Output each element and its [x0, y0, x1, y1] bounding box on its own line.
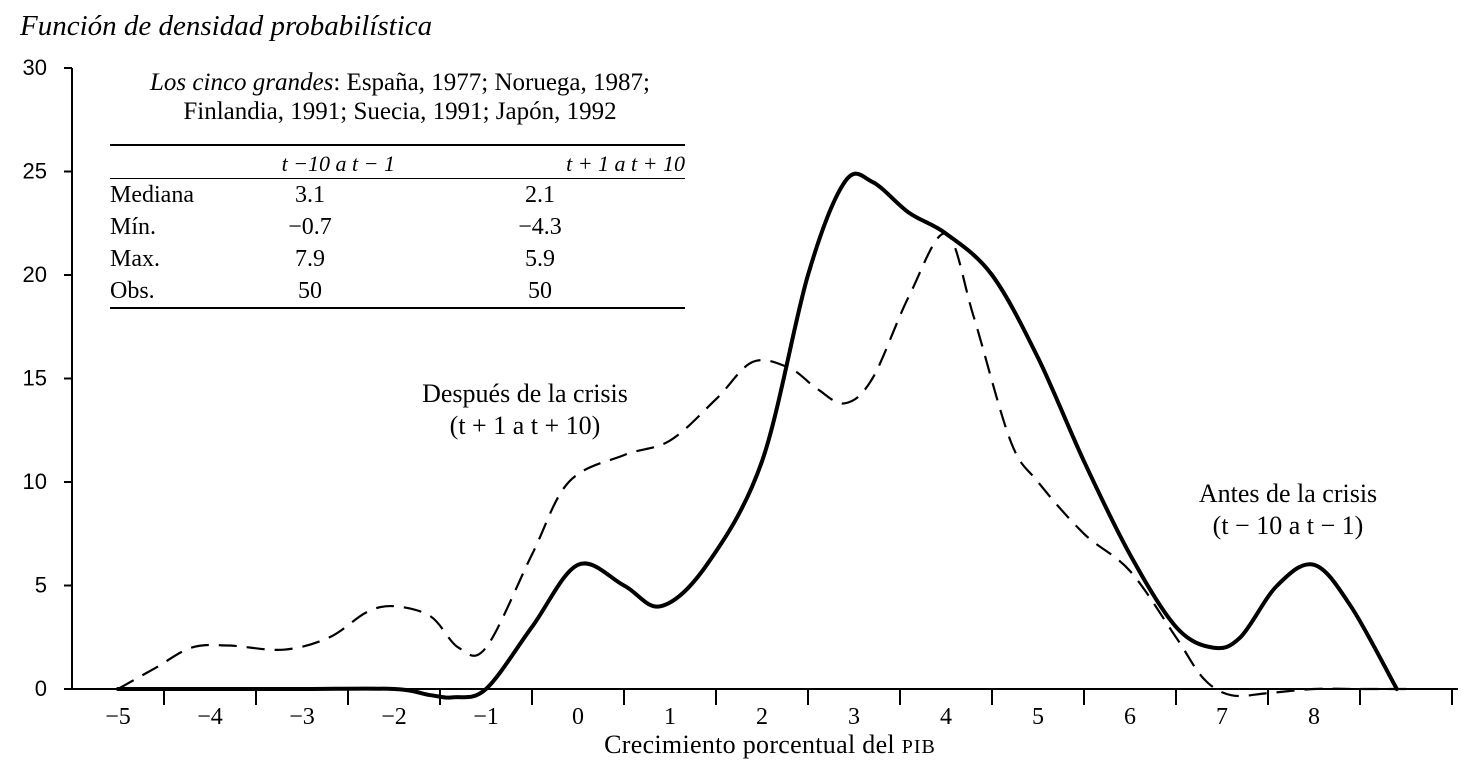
x-tick-label: 7: [1216, 704, 1228, 730]
stats-cell: −4.3: [518, 214, 562, 240]
inset-heading-italic: Los cinco grandes: [150, 69, 334, 96]
inset-heading-line1: : España, 1977; Noruega, 1987;: [333, 69, 650, 96]
stats-cell: 50: [528, 278, 552, 304]
stats-row-obs: Obs. 50 50: [110, 275, 685, 308]
x-tick-label: −2: [381, 704, 407, 730]
y-tick-labels: 0 5 10 15 20 25 30: [23, 55, 47, 701]
annotation-before-line1: Antes de la crisis: [1198, 479, 1378, 508]
inset-heading: Los cinco grandes: España, 1977; Noruega…: [80, 68, 730, 126]
annotation-after-line1: Después de la crisis: [422, 379, 628, 408]
annotation-before-line2: (t − 10 a t − 1): [1212, 511, 1364, 540]
x-axis-label-abbr: PIB: [901, 736, 936, 758]
y-tick-label: 15: [23, 366, 47, 391]
inset-table-box: Los cinco grandes: España, 1977; Noruega…: [80, 68, 730, 308]
stats-row-mediana: Mediana 3.1 2.1: [110, 178, 685, 212]
annotation-before-crisis: Antes de la crisis (t − 10 a t − 1): [1138, 478, 1438, 542]
stats-row-label: Mediana: [110, 182, 194, 208]
stats-table: t −10 a t − 1 t + 1 a t + 10 Mediana 3.1…: [110, 144, 685, 309]
stats-row-label: Max.: [110, 246, 160, 272]
annotation-after-crisis: Después de la crisis (t + 1 a t + 10): [375, 378, 675, 442]
stats-row-label: Mín.: [110, 214, 157, 240]
annotation-after-line2: (t + 1 a t + 10): [449, 411, 601, 440]
y-tick-label: 5: [35, 573, 47, 598]
stats-cell: 5.9: [525, 246, 555, 272]
x-tick-label: −5: [105, 704, 131, 730]
x-tick-label: 6: [1124, 704, 1136, 730]
stats-row-max: Max. 7.9 5.9: [110, 243, 685, 275]
x-tick-labels: −5 −4 −3 −2 −1 0 1 2 3 4 5 6 7 8: [105, 704, 1320, 730]
x-tick-label: 2: [756, 704, 768, 730]
x-tick-label: 8: [1308, 704, 1320, 730]
stats-cell: 3.1: [295, 182, 325, 208]
stats-row-label: Obs.: [110, 278, 155, 304]
series-after-crisis-line: [117, 232, 1406, 698]
x-tick-label: 5: [1032, 704, 1044, 730]
inset-heading-line2: Finlandia, 1991; Suecia, 1991; Japón, 19…: [183, 98, 617, 125]
y-tick-label: 30: [23, 55, 47, 80]
y-tick-label: 20: [23, 262, 47, 287]
y-tick-label: 25: [23, 159, 47, 184]
y-tick-label: 0: [35, 676, 47, 701]
x-tick-label: 3: [848, 704, 860, 730]
x-axis-label: Crecimiento porcentual del PIB: [520, 730, 1020, 760]
stats-col-0: [110, 145, 225, 179]
stats-col-after: t + 1 a t + 10: [566, 151, 685, 176]
x-tick-label: −4: [197, 704, 223, 730]
x-tick-label: −3: [289, 704, 315, 730]
x-tick-label: −1: [473, 704, 499, 730]
stats-header-row: t −10 a t − 1 t + 1 a t + 10: [110, 145, 685, 179]
stats-row-min: Mín. −0.7 −4.3: [110, 211, 685, 243]
x-tick-label: 1: [664, 704, 676, 730]
stats-cell: 50: [298, 278, 322, 304]
chart-title: Función de densidad probabilística: [20, 10, 433, 42]
stats-cell: 7.9: [295, 246, 325, 272]
stats-cell: −0.7: [288, 214, 332, 240]
x-tick-label: 0: [572, 704, 584, 730]
y-tick-label: 10: [23, 469, 47, 494]
series-before-crisis-line: [116, 171, 1399, 700]
stats-col-before: t −10 a t − 1: [281, 151, 395, 176]
stats-cell: 2.1: [525, 182, 555, 208]
x-axis-label-main: Crecimiento porcentual del: [604, 730, 895, 759]
x-tick-label: 4: [940, 704, 952, 730]
